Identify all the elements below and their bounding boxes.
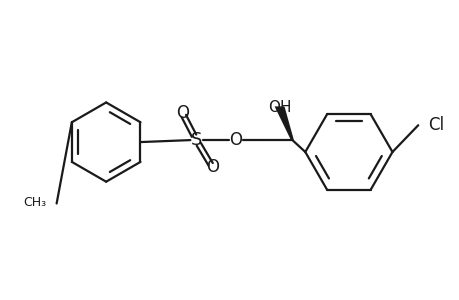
Text: O: O (205, 158, 218, 176)
Text: OH: OH (267, 100, 291, 116)
Text: CH₃: CH₃ (23, 196, 47, 209)
Text: Cl: Cl (427, 116, 443, 134)
Polygon shape (274, 106, 293, 140)
Text: S: S (190, 131, 202, 149)
Text: O: O (229, 131, 242, 149)
Text: O: O (175, 104, 189, 122)
